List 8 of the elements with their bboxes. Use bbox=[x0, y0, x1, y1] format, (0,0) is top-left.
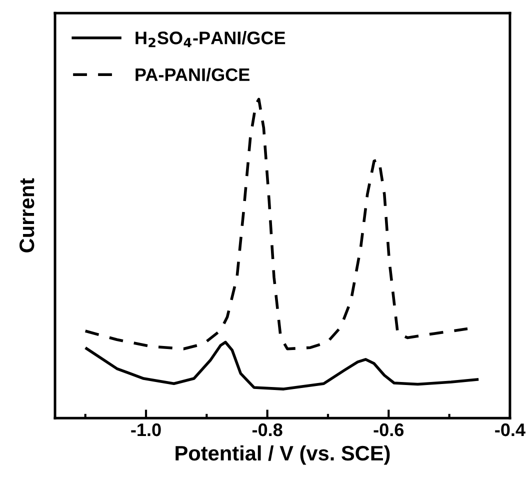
x-axis-title: Potential / V (vs. SCE) bbox=[176, 445, 390, 465]
x-tick-label: -0.6 bbox=[374, 423, 404, 436]
legend-label: PA-PANI/GCE bbox=[136, 68, 250, 82]
x-tick-label: -0.8 bbox=[252, 423, 282, 436]
legend-label: H$_{2}$SO$_{4}$-PANI/GCE bbox=[136, 31, 286, 48]
y-axis-title: Current bbox=[19, 178, 34, 252]
x-tick-label: -1.0 bbox=[131, 423, 161, 436]
x-tick-label: -0.4 bbox=[495, 423, 526, 436]
